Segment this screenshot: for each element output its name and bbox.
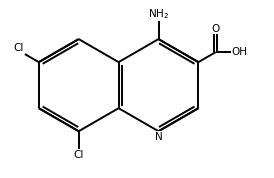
Text: OH: OH: [232, 47, 248, 57]
Text: N: N: [155, 132, 162, 142]
Text: Cl: Cl: [73, 150, 84, 160]
Text: O: O: [212, 24, 220, 34]
Text: NH$_2$: NH$_2$: [148, 7, 169, 21]
Text: Cl: Cl: [14, 43, 24, 53]
